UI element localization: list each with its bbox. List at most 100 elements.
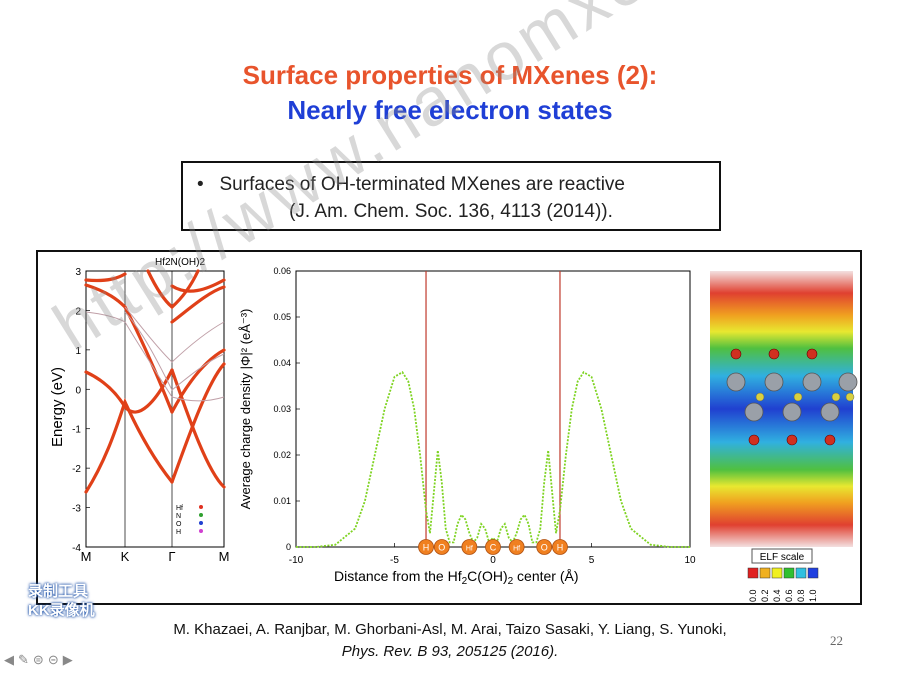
band-legend-dot <box>199 529 203 533</box>
elf-atoms <box>726 348 858 446</box>
band-line <box>84 368 174 414</box>
band-y-tick-label: -3 <box>72 504 81 515</box>
band-line <box>146 269 200 310</box>
elf-map-panel: ELF scale 0.0 0.2 0.4 0.6 0.8 1.0 <box>710 271 858 602</box>
elf-oxygen <box>786 434 798 446</box>
elf-nitrogen <box>793 392 803 402</box>
chart-plot-area <box>295 270 691 548</box>
elf-scale-box <box>751 548 813 564</box>
band-line <box>84 283 174 414</box>
y-tick-label: 0.05 <box>273 312 291 322</box>
band-k-label: K <box>121 549 130 564</box>
band-y-tick-label: 1 <box>75 346 81 357</box>
slide-subtitle: Nearly free electron states <box>287 95 613 125</box>
atom-markers: H O Hf C Hf O H <box>418 539 568 555</box>
y-tick-label: 0.02 <box>273 450 291 460</box>
band-line <box>170 362 226 484</box>
band-legend-label: H <box>176 529 181 536</box>
band-legend-label: N <box>176 513 181 520</box>
charge-density-chart: -10 -5 0 5 10 00.010.020.030.040.050.06 H O Hf… <box>238 266 696 587</box>
elf-scale-label: 1.0 <box>808 589 818 602</box>
elf-atom <box>726 372 746 392</box>
band-lines <box>84 269 226 494</box>
next-arrow-icon[interactable]: ▶ <box>62 652 73 667</box>
band-line-minor <box>124 306 225 363</box>
authors: M. Khazaei, A. Ranjbar, M. Ghorbani-Asl,… <box>173 621 727 638</box>
band-y-label: Energy (eV) <box>49 367 66 447</box>
slide-nav-bar: ◀ ✎ ⊜ ⊝ ▶ <box>4 652 73 670</box>
atom-marker <box>536 539 553 555</box>
band-line <box>170 368 226 489</box>
elf-oxygen <box>748 434 760 446</box>
atom-label: H <box>557 543 564 553</box>
band-y-tick-label: 0 <box>75 385 81 396</box>
x-tick-label: -10 <box>289 555 304 566</box>
stamp-line2: KK录像机 <box>28 602 95 619</box>
chart-series <box>296 370 690 548</box>
band-line-minor <box>124 311 225 391</box>
page-number: 22 <box>830 633 843 648</box>
band-y-tick-label: -1 <box>72 425 81 436</box>
elf-scale-bar: 0.0 0.2 0.4 0.6 0.8 1.0 <box>747 567 819 602</box>
bullet-box: • Surfaces of OH-terminated MXenes are r… <box>181 161 721 231</box>
chart-x-label: Distance from the Hf2C(OH)2 center (Å) <box>334 568 579 587</box>
band-line-minor <box>124 321 225 402</box>
band-y-tick-label: -4 <box>72 543 81 554</box>
y-tick-label: 0.04 <box>273 358 291 368</box>
elf-scale-swatch <box>771 567 783 579</box>
atom-label: Hf <box>466 546 473 553</box>
slide-title: Surface properties of MXenes (2): <box>242 60 658 90</box>
atom-marker <box>485 539 501 555</box>
atom-marker <box>552 539 568 555</box>
y-tick-label: 0.06 <box>273 266 291 276</box>
options-icon[interactable]: ⊝ <box>47 652 59 667</box>
pen-icon[interactable]: ✎ <box>18 652 29 667</box>
elf-atom <box>820 402 840 422</box>
atom-marker <box>418 539 434 555</box>
band-legend-dot <box>199 513 203 517</box>
elf-oxygen <box>730 348 742 360</box>
y-tick-label: 0 <box>286 542 291 552</box>
band-legend-dot <box>199 521 203 525</box>
elf-atom <box>764 372 784 392</box>
elf-scale-label: 0.2 <box>760 589 770 602</box>
journal-citation: Phys. Rev. B 93, 205125 (2016). <box>341 643 559 660</box>
elf-nitrogen <box>831 392 841 402</box>
elf-scale-swatch <box>747 567 759 579</box>
menu-icon[interactable]: ⊜ <box>32 652 44 667</box>
bullet-dot: • <box>197 174 220 195</box>
atom-label: O <box>541 543 548 553</box>
bullet-reference: (J. Am. Chem. Soc. 136, 4113 (2014)). <box>289 201 613 222</box>
prev-arrow-icon[interactable]: ◀ <box>4 652 14 667</box>
elf-scale-swatch <box>795 567 807 579</box>
elf-oxygen <box>806 348 818 360</box>
elf-nitrogen <box>845 392 855 402</box>
band-y-tick-label: -2 <box>72 464 81 475</box>
elf-nitrogen <box>755 392 765 402</box>
band-y-tick-label: 3 <box>75 267 81 278</box>
band-legend-label: Hf <box>176 505 183 512</box>
series-line <box>296 370 690 548</box>
band-y-ticks: 3 2 1 0 -1 -2 -3 -4 <box>72 267 90 554</box>
atom-label: O <box>438 543 445 553</box>
atom-position-lines <box>425 271 561 547</box>
chart-y-label: Average charge density |Φ|² (eÅ⁻³) <box>238 309 253 510</box>
elf-oxygen <box>768 348 780 360</box>
y-tick-label: 0.03 <box>273 404 291 414</box>
band-line <box>170 278 226 293</box>
elf-scale-title: ELF scale <box>760 552 805 563</box>
elf-scale-swatch <box>759 567 771 579</box>
elf-scale-label: 0.0 <box>748 589 758 602</box>
elf-atom <box>838 372 858 392</box>
band-line <box>84 272 127 283</box>
elf-atom <box>782 402 802 422</box>
elf-scale-label: 0.8 <box>796 589 806 602</box>
elf-scale-swatch <box>807 567 819 579</box>
bullet-item: • Surfaces of OH-terminated MXenes are r… <box>197 174 625 196</box>
x-tick-label: 10 <box>684 555 696 566</box>
elf-scale-label: 0.6 <box>784 589 794 602</box>
